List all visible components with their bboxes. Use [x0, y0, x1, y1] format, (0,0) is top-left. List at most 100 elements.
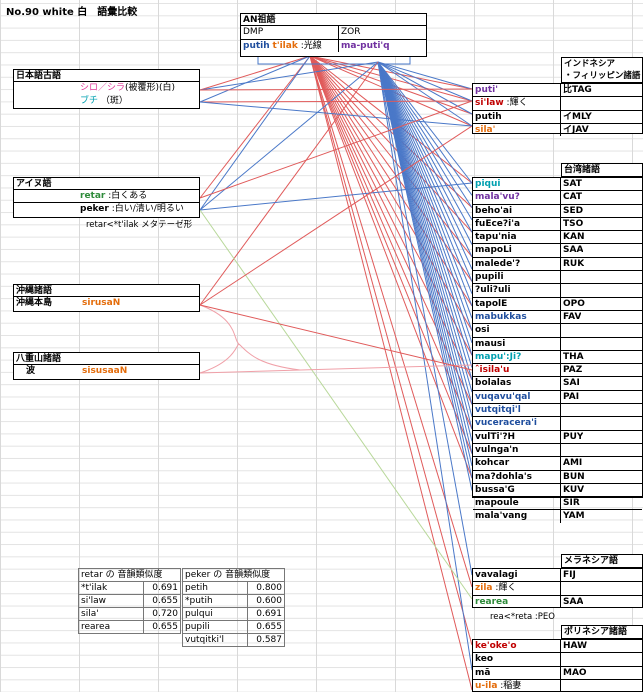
item-word: mala'vang: [475, 511, 528, 522]
jp-word-shiro-note: (被覆形)(白): [125, 83, 176, 94]
connection-line: [199, 125, 473, 306]
okinawa-box: 沖縄諸語 沖縄本島 sirusaN: [13, 284, 200, 312]
ainu-word-peker: peker: [80, 203, 109, 214]
yaeyama-sub: 波: [26, 366, 36, 377]
ainu-box: アイヌ語 retar :白くある peker :白い/清い/明るい: [13, 177, 200, 218]
table-cell-word: *putih: [182, 594, 248, 608]
table-cell-word: sila': [78, 607, 144, 621]
ainu-note: retar<*t'ilak メタテーゼ形: [86, 220, 193, 230]
list-item: ma?dohla's BUN: [473, 470, 642, 484]
item-lang: イJAV: [563, 124, 589, 135]
item-lang: PUY: [563, 431, 584, 442]
table-cell-value: 0.655: [143, 620, 181, 634]
item-word: bolalas: [475, 378, 512, 389]
table-cell-value: 0.800: [247, 581, 285, 595]
yaeyama-word: sisusaaN: [82, 366, 128, 377]
list-item: vuceracera'i: [473, 417, 642, 431]
item-lang: FAV: [563, 311, 582, 322]
okinawa-word: sirusaN: [82, 298, 121, 309]
connection-line: [377, 61, 473, 208]
polynesia-box: ke'oke'o HAW keo mā MAO u-ila :稲妻: [472, 639, 643, 692]
connection-line: [377, 61, 473, 307]
item-word: putih: [475, 111, 502, 122]
connection-line: [309, 55, 473, 307]
item-lang: [561, 653, 563, 665]
item-lang: [561, 444, 563, 456]
list-item: mapoLi SAA: [473, 244, 642, 258]
item-word: kohcar: [475, 458, 510, 469]
connection-line: [199, 55, 311, 211]
connection-line: [377, 61, 473, 270]
connection-line: [309, 55, 473, 381]
item-lang: [561, 271, 563, 283]
an-word-tilak: t'ilak: [272, 40, 298, 51]
item-word: ˆisila'u: [475, 365, 510, 376]
connection-curve: [199, 304, 241, 346]
connection-line: [377, 61, 473, 282]
item-lang: SAI: [563, 378, 580, 389]
yaeyama-box: 八重山諸語 波 sisusaaN: [13, 352, 200, 380]
list-item: u-ila :稲妻: [473, 679, 642, 692]
connection-line: [377, 61, 473, 294]
ainu-word-retar-gloss: :白くある: [108, 191, 148, 202]
connection-line: [199, 61, 379, 211]
connection-line: [377, 61, 473, 331]
table-cell-word: si'law: [78, 594, 144, 608]
melanesia-header: メラネシア語: [561, 554, 643, 568]
list-item: si'law :輝く: [473, 97, 642, 111]
connection-line: [199, 304, 473, 371]
connection-line: [377, 61, 473, 102]
list-item: mabukkas FAV: [473, 310, 642, 325]
item-word: mapoLi: [475, 245, 512, 256]
item-lang: PAZ: [563, 365, 583, 376]
table-cell-value: 0.587: [247, 633, 285, 647]
polynesia-header: ポリネシア諸語: [561, 625, 643, 639]
table-row: petih 0.800: [182, 581, 285, 595]
connection-line: [199, 364, 473, 374]
zor-label: ZOR: [341, 27, 361, 38]
table-row: rearea 0.655: [78, 620, 181, 634]
list-item: kohcar AMI: [473, 457, 642, 471]
connection-line: [199, 61, 379, 91]
okinawa-sub: 沖縄本島: [16, 298, 53, 309]
item-word: sila': [475, 124, 496, 135]
list-item: tapolE OPO: [473, 297, 642, 311]
item-lang: BUN: [563, 471, 585, 482]
item-lang: 比TAG: [563, 85, 592, 95]
taiwan-box: piqui SAT mala'vu? CAT beho'ai SED fuEce?i'a TS…: [472, 177, 643, 523]
peker-similarity-table: peker の 音韻類似度 petih 0.800 *putih 0.600 pulqu…: [182, 568, 285, 647]
list-item: puti' 比TAG: [473, 84, 642, 98]
item-word: ?uli?uli: [475, 285, 511, 296]
connection-line: [199, 55, 311, 91]
retar-table-header: retar の 音韻類似度: [78, 568, 181, 582]
item-word: mapu':Ji?: [475, 351, 522, 362]
item-lang: [561, 324, 563, 336]
connection-line: [377, 61, 473, 221]
item-word: u-ila: [475, 680, 498, 691]
japanese-header: 日本語古語: [14, 70, 199, 83]
item-lang: SIR: [563, 498, 580, 509]
connection-line: [199, 100, 473, 103]
item-word: ke'oke'o: [475, 641, 517, 651]
table-cell-word: pupili: [182, 620, 248, 634]
list-item: mausi: [473, 337, 642, 351]
indonesia-header: インドネシア ・フィリッピン諸語: [561, 57, 643, 83]
table-row: *t'ilak 0.691: [78, 581, 181, 595]
page-title: No.90 white 白 語彙比較: [6, 7, 138, 18]
item-lang: YAM: [563, 511, 585, 522]
list-item: vulTi'?H PUY: [473, 430, 642, 444]
list-item: bussa'G KUV: [473, 483, 642, 498]
item-lang: HAW: [563, 641, 588, 651]
connection-line: [199, 101, 473, 127]
connection-line: [377, 61, 473, 344]
item-lang: [561, 284, 563, 296]
table-cell-value: 0.720: [143, 607, 181, 621]
table-cell-value: 0.600: [247, 594, 285, 608]
ainu-word-peker-gloss: :白い/清い/明るい: [111, 203, 184, 214]
jp-word-buchi: ブチ: [80, 95, 99, 106]
connection-line: [377, 61, 473, 115]
connection-line: [377, 61, 473, 90]
list-item: mā MAO: [473, 666, 642, 680]
table-cell-value: 0.691: [247, 607, 285, 621]
item-word: zila: [475, 583, 493, 594]
